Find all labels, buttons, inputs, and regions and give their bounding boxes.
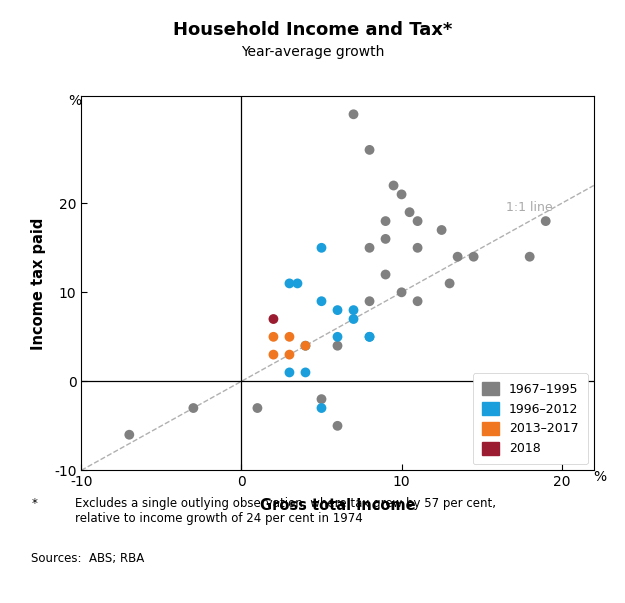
1996–2012 [332,332,342,342]
1996–2012 [292,279,302,288]
1967–1995 [469,252,479,262]
1967–1995 [364,145,374,155]
1967–1995 [381,234,391,244]
1967–1995 [525,252,535,262]
Text: Year-average growth: Year-average growth [241,45,384,59]
2013–2017 [301,341,311,350]
1967–1995 [364,243,374,253]
1996–2012 [316,297,326,306]
1967–1995 [404,207,414,217]
2018 [269,314,279,324]
1967–1995 [397,189,407,199]
1967–1995 [332,421,342,431]
2013–2017 [284,332,294,342]
1967–1995 [444,279,454,288]
1996–2012 [364,332,374,342]
1996–2012 [301,368,311,377]
Text: %: % [68,94,81,108]
Text: 1:1 line: 1:1 line [506,201,552,214]
1996–2012 [349,305,359,315]
Text: *: * [31,497,37,511]
1967–1995 [437,225,447,235]
Legend: 1967–1995, 1996–2012, 2013–2017, 2018: 1967–1995, 1996–2012, 2013–2017, 2018 [473,373,588,464]
Text: Excludes a single outlying observation, where tax grew by 57 per cent,
relative : Excludes a single outlying observation, … [75,497,496,525]
Y-axis label: Income tax paid: Income tax paid [31,217,46,350]
Text: %: % [594,470,607,484]
1967–1995 [364,297,374,306]
1967–1995 [541,216,551,226]
1996–2012 [284,279,294,288]
1967–1995 [332,341,342,350]
1996–2012 [316,403,326,413]
1996–2012 [301,341,311,350]
1967–1995 [412,297,422,306]
1967–1995 [188,403,198,413]
Text: Sources:  ABS; RBA: Sources: ABS; RBA [31,552,144,565]
1996–2012 [284,368,294,377]
2013–2017 [284,350,294,359]
1967–1995 [452,252,462,262]
1967–1995 [349,110,359,119]
1967–1995 [253,403,262,413]
1967–1995 [316,394,326,404]
1996–2012 [349,314,359,324]
X-axis label: Gross total income: Gross total income [260,497,415,513]
1967–1995 [381,270,391,279]
1967–1995 [397,288,407,297]
1967–1995 [389,181,399,191]
1967–1995 [412,243,422,253]
1967–1995 [412,216,422,226]
2013–2017 [269,350,279,359]
1967–1995 [381,216,391,226]
1967–1995 [124,430,134,440]
2013–2017 [269,332,279,342]
1996–2012 [364,332,374,342]
Text: Household Income and Tax*: Household Income and Tax* [173,21,452,39]
1996–2012 [332,305,342,315]
1996–2012 [316,243,326,253]
